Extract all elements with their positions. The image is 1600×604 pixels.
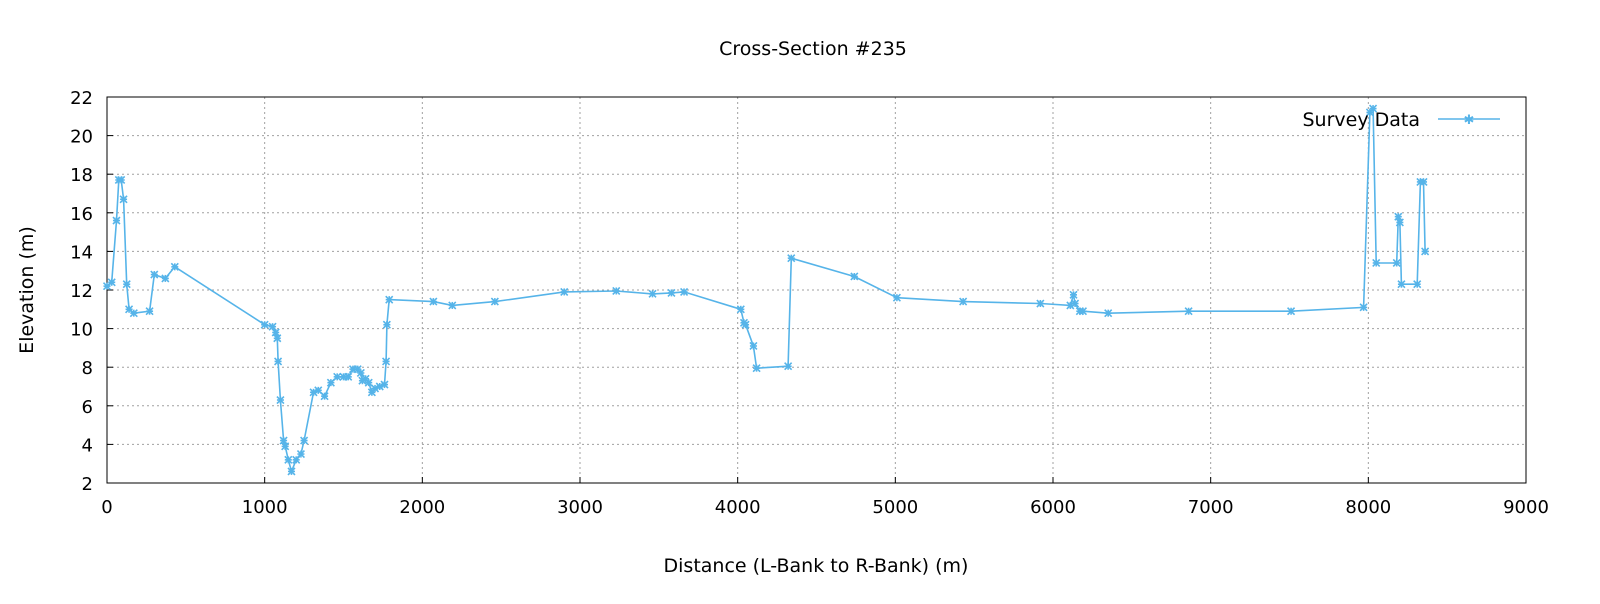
- x-tick-label: 7000: [1188, 497, 1234, 518]
- data-point: [741, 320, 750, 329]
- data-point: [382, 320, 391, 329]
- legend-marker: ✱: [1464, 113, 1475, 128]
- data-point: [784, 362, 793, 371]
- data-point: [170, 262, 179, 271]
- data-point: [119, 195, 128, 204]
- data-point: [287, 467, 296, 476]
- data-point: [385, 295, 394, 304]
- data-point: [1368, 104, 1378, 113]
- y-tick-label: 10: [70, 320, 93, 341]
- x-tick-label: 3000: [557, 497, 603, 518]
- x-axis-label: Distance (L-Bank to R-Bank) (m): [664, 555, 969, 577]
- data-point: [1287, 307, 1296, 316]
- data-point: [112, 216, 121, 225]
- data-point: [749, 341, 758, 351]
- data-point: [1421, 247, 1430, 256]
- data-point: [736, 305, 745, 314]
- data-point: [1419, 177, 1428, 186]
- y-tick-label: 8: [82, 358, 93, 379]
- chart-title: Cross-Section #235: [719, 38, 907, 60]
- data-point: [281, 442, 290, 451]
- data-point: [161, 274, 170, 283]
- ticks: 0 1000 2000 3000 4000 5000 6000 7000 8000 9000 2 4 6…: [70, 88, 1549, 518]
- data-point: [1372, 258, 1381, 268]
- y-tick-label: 16: [70, 204, 93, 225]
- data-point: [380, 380, 389, 389]
- data-point: [850, 272, 859, 281]
- y-tick-label: 4: [82, 435, 93, 456]
- plot-border: [106, 96, 1527, 484]
- data-point: [787, 254, 796, 263]
- y-tick-label: 22: [70, 88, 93, 109]
- data-point: [1394, 212, 1403, 221]
- data-point: [1392, 258, 1401, 268]
- data-point: [648, 289, 657, 298]
- data-point: [129, 309, 138, 318]
- y-tick-label: 20: [70, 127, 93, 148]
- x-tick-label: 9000: [1503, 497, 1549, 518]
- data-point: [429, 297, 438, 306]
- legend: Survey Data ✱: [1303, 109, 1500, 131]
- data-point: [284, 455, 293, 464]
- data-point: [314, 386, 323, 395]
- data-point: [1397, 280, 1406, 289]
- data-point: [364, 378, 373, 387]
- series-survey-data: [102, 104, 1430, 476]
- data-point: [107, 278, 116, 287]
- data-point: [344, 372, 353, 381]
- data-point: [892, 293, 901, 302]
- data-point: [271, 328, 280, 337]
- data-point: [1413, 280, 1422, 289]
- y-axis-label: Elevation (m): [16, 226, 38, 354]
- x-tick-label: 0: [101, 497, 112, 518]
- grid: [107, 97, 1526, 483]
- y-tick-label: 12: [70, 281, 93, 302]
- data-point: [300, 436, 309, 445]
- data-point: [1359, 303, 1368, 312]
- data-point: [326, 378, 335, 387]
- data-point: [274, 357, 283, 366]
- data-point: [150, 270, 159, 279]
- data-point: [448, 301, 457, 310]
- data-point: [260, 320, 269, 329]
- x-tick-label: 1000: [242, 497, 288, 518]
- x-tick-label: 5000: [872, 497, 918, 518]
- data-point: [490, 297, 499, 306]
- legend-label: Survey Data: [1303, 109, 1421, 131]
- data-point: [122, 280, 131, 289]
- data-point: [125, 305, 134, 314]
- y-tick-label: 18: [70, 165, 93, 186]
- data-point: [560, 287, 569, 296]
- data-point: [273, 334, 282, 343]
- y-tick-label: 2: [82, 474, 93, 495]
- data-point: [1184, 307, 1193, 316]
- data-point: [679, 287, 689, 296]
- data-point: [1071, 299, 1080, 308]
- data-point: [279, 436, 288, 445]
- x-tick-label: 6000: [1030, 497, 1076, 518]
- data-point: [612, 286, 621, 296]
- data-point: [276, 395, 285, 405]
- data-point: [1069, 290, 1078, 299]
- data-point: [1036, 299, 1045, 308]
- y-tick-label: 14: [70, 242, 93, 263]
- data-point: [145, 307, 154, 316]
- data-point: [320, 392, 329, 401]
- data-point: [333, 372, 342, 381]
- data-point: [959, 297, 968, 306]
- y-tick-label: 6: [82, 397, 93, 418]
- data-point: [382, 357, 391, 366]
- data-point: [296, 449, 305, 459]
- data-point: [667, 288, 676, 297]
- x-tick-label: 8000: [1345, 497, 1391, 518]
- data-point: [1104, 309, 1113, 318]
- data-point: [1395, 218, 1404, 227]
- x-tick-label: 2000: [399, 497, 445, 518]
- x-tick-label: 4000: [715, 497, 761, 518]
- data-point: [752, 364, 761, 373]
- data-point: [117, 175, 126, 185]
- data-point: [1078, 307, 1088, 316]
